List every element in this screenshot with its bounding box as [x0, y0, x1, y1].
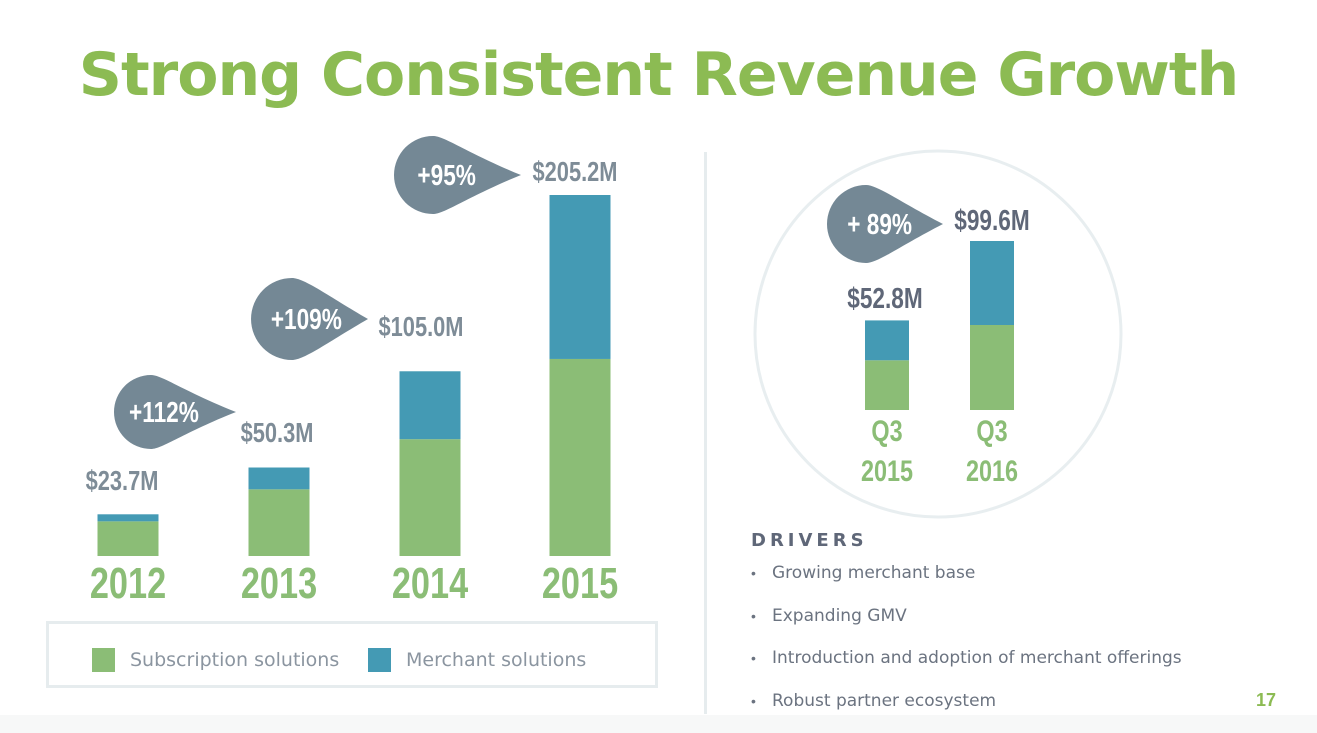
slide-title: Strong Consistent Revenue Growth	[78, 40, 1239, 110]
bar-merchant-2014	[399, 371, 461, 440]
chart-legend: Subscription solutions Merchant solution…	[46, 621, 658, 688]
legend-swatch-subscription	[92, 648, 115, 672]
bar-merchant-2013	[248, 467, 310, 490]
growth-callout: + 89%	[827, 185, 943, 263]
x-tick-label-2014: 2014	[392, 559, 468, 608]
growth-callout: +112%	[114, 375, 236, 449]
callout-shape	[394, 136, 521, 214]
x-tick-label-quarter: Q3	[976, 414, 1007, 447]
section-divider	[704, 152, 707, 714]
driver-text: Expanding GMV	[772, 605, 907, 626]
total-label-Q3-2015: $52.8M	[847, 281, 922, 314]
growth-callout: +109%	[251, 278, 368, 360]
driver-text: Growing merchant base	[772, 563, 976, 583]
total-label-2013: $50.3M	[241, 417, 314, 448]
callout-shape	[114, 375, 236, 449]
total-label-Q3-2016: $99.6M	[954, 203, 1029, 236]
legend-swatch-merchant	[368, 648, 391, 672]
legend-item-merchant: Merchant solutions	[368, 648, 586, 672]
bar-subscription-2012	[97, 521, 159, 556]
callout-label: +95%	[417, 158, 475, 191]
footer-band	[0, 715, 1317, 733]
bullet-icon: •	[751, 650, 756, 666]
callout-shape	[827, 185, 943, 263]
page-number: 17	[1256, 690, 1277, 710]
bar-subscription-2015	[549, 358, 611, 556]
bar-merchant-Q3-2016	[970, 241, 1014, 325]
total-label-2015: $205.2M	[533, 156, 618, 187]
callout-label: + 89%	[847, 207, 912, 240]
x-tick-label-year: 2016	[966, 454, 1018, 487]
quarterly-highlight-circle	[753, 149, 1123, 519]
callout-shape	[251, 278, 368, 360]
bar-subscription-Q3-2016	[970, 324, 1014, 410]
legend-item-subscription: Subscription solutions	[92, 648, 339, 672]
bar-merchant-2012	[97, 514, 159, 522]
annual-revenue-chart: 2012 2013 2014 2015 $23.7M $50.3M $105.0M $205.…	[86, 136, 618, 608]
bar-subscription-2014	[399, 439, 461, 556]
bar-merchant-2015	[549, 195, 611, 359]
x-tick-label-2012: 2012	[90, 559, 166, 608]
bullet-icon: •	[751, 565, 756, 581]
bullet-icon: •	[751, 692, 756, 709]
legend-label-merchant: Merchant solutions	[406, 649, 587, 671]
drivers-heading: DRIVERS	[751, 530, 868, 551]
bar-subscription-Q3-2015	[865, 360, 909, 410]
callout-label: +112%	[129, 395, 199, 428]
x-tick-label-2015: 2015	[542, 559, 618, 608]
quarterly-revenue-chart: Q3 2015 Q3 2016 $52.8M $99.6M + 89%	[827, 185, 1030, 488]
x-tick-label-year: 2015	[861, 454, 913, 487]
bar-subscription-2013	[248, 489, 310, 556]
bar-merchant-Q3-2015	[865, 320, 909, 361]
driver-text: Robust partner ecosystem	[772, 690, 997, 711]
legend-label-subscription: Subscription solutions	[130, 649, 340, 671]
total-label-2014: $105.0M	[379, 311, 464, 342]
total-label-2012: $23.7M	[86, 465, 159, 496]
x-tick-label-2013: 2013	[241, 559, 317, 608]
callout-label: +109%	[271, 302, 342, 335]
driver-text: Introduction and adoption of merchant of…	[772, 648, 1182, 668]
bullet-icon: •	[751, 607, 756, 624]
growth-callout: +95%	[394, 136, 521, 214]
x-tick-label-quarter: Q3	[871, 414, 902, 447]
